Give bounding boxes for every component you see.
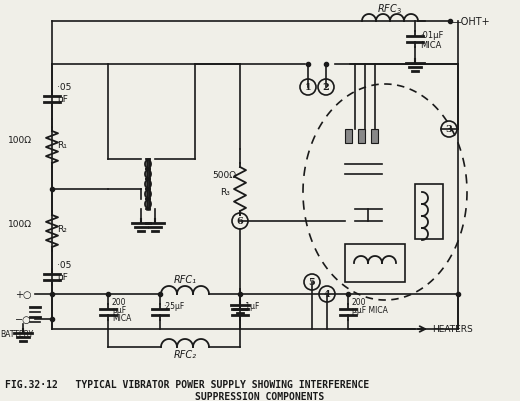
- Text: RFC₂: RFC₂: [174, 349, 197, 359]
- Text: 500Ω: 500Ω: [212, 170, 236, 180]
- Text: 3: 3: [446, 125, 452, 134]
- Text: RFC₁: RFC₁: [174, 274, 197, 284]
- Text: R₃: R₃: [220, 188, 230, 196]
- Text: —OHT+: —OHT+: [452, 17, 491, 27]
- Text: MICA: MICA: [420, 41, 441, 51]
- Text: 1: 1: [305, 83, 311, 92]
- Text: ·1µF: ·1µF: [243, 301, 259, 310]
- Text: 100Ω: 100Ω: [8, 219, 32, 229]
- Text: R₂: R₂: [57, 225, 67, 233]
- Text: HEATERS: HEATERS: [432, 325, 473, 334]
- Text: RFC$_3$: RFC$_3$: [378, 2, 402, 16]
- Bar: [415, 184, 443, 239]
- Bar: [358, 130, 365, 144]
- Text: 6: 6: [237, 217, 243, 226]
- Text: +○: +○: [15, 289, 31, 299]
- Text: 2: 2: [322, 83, 329, 92]
- Bar: [345, 244, 405, 282]
- Bar: [345, 130, 352, 144]
- Text: ·05: ·05: [57, 260, 71, 269]
- Text: 200: 200: [112, 297, 126, 306]
- Text: ·05: ·05: [57, 83, 71, 92]
- Text: ·25µF: ·25µF: [163, 301, 184, 310]
- Text: µµF MICA: µµF MICA: [352, 305, 388, 314]
- Text: MICA: MICA: [112, 313, 132, 322]
- Bar: [371, 130, 378, 144]
- Text: ·01µF: ·01µF: [420, 30, 444, 39]
- Text: SUPPRESSION COMPONENTS: SUPPRESSION COMPONENTS: [196, 391, 324, 401]
- Text: 100Ω: 100Ω: [8, 136, 32, 145]
- Text: −○: −○: [15, 314, 31, 324]
- Text: µF: µF: [57, 272, 68, 281]
- Text: 4: 4: [323, 290, 330, 299]
- Text: BATTERY: BATTERY: [1, 329, 34, 338]
- Text: µF: µF: [57, 95, 68, 104]
- Text: 5: 5: [309, 278, 315, 287]
- Text: FIG.32·12   TYPICAL VIBRATOR POWER SUPPLY SHOWING INTERFERENCE: FIG.32·12 TYPICAL VIBRATOR POWER SUPPLY …: [5, 379, 369, 389]
- Text: µµF: µµF: [112, 305, 126, 314]
- Text: R₁: R₁: [57, 141, 67, 150]
- Text: 200: 200: [352, 297, 367, 306]
